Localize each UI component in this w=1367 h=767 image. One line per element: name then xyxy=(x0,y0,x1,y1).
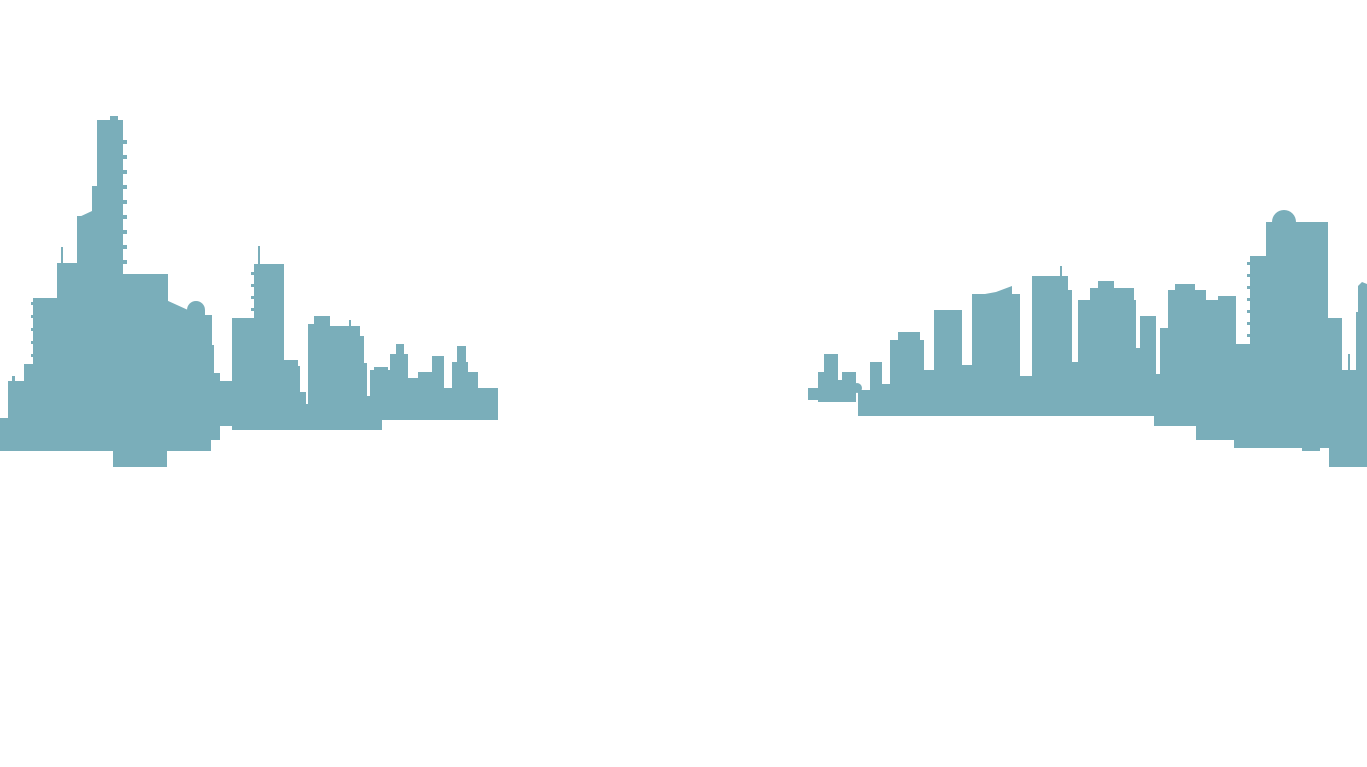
left-building-y xyxy=(452,362,468,406)
left-tower-notch-1 xyxy=(122,140,127,144)
right-y-notch-2 xyxy=(1247,274,1251,277)
left-building-c xyxy=(77,216,97,426)
right-y-notch-6 xyxy=(1247,322,1251,325)
right-building-j xyxy=(934,310,962,414)
left-building-v xyxy=(418,372,432,408)
left-low-block xyxy=(8,381,26,421)
left-low-block-2 xyxy=(12,376,15,382)
left-tower-notch-5 xyxy=(122,200,127,204)
right-building-o xyxy=(1066,290,1072,416)
right-building-s xyxy=(1140,316,1156,416)
left-building-z xyxy=(466,372,478,406)
right-building-l xyxy=(972,294,1020,416)
left-edge-block xyxy=(476,388,498,404)
left-building-t xyxy=(390,354,408,408)
left-tower-notch-2 xyxy=(122,155,127,159)
right-building-p xyxy=(1072,362,1080,416)
left-floor-notch-5 xyxy=(31,354,34,357)
left-building-b xyxy=(57,263,79,423)
left-j-notch-2 xyxy=(251,284,255,287)
right-building-n xyxy=(1032,276,1068,416)
right-edge-tower-roof xyxy=(1358,282,1367,314)
left-building-s-top xyxy=(374,367,388,371)
left-tower-notch-9 xyxy=(122,260,127,264)
left-j-notch-3 xyxy=(251,296,255,299)
right-building-l-roof xyxy=(974,286,1012,300)
left-dome xyxy=(187,301,205,319)
left-antenna-b xyxy=(61,247,63,264)
right-building-b xyxy=(824,354,838,402)
right-building-c xyxy=(836,380,844,402)
left-building-u xyxy=(406,378,420,406)
city-skyline-left xyxy=(0,116,498,467)
left-building-j xyxy=(254,264,284,430)
left-building-g xyxy=(208,373,220,440)
left-floor-notch-1 xyxy=(31,302,34,305)
right-y-notch-5 xyxy=(1247,310,1251,313)
left-antenna-j xyxy=(258,246,260,265)
right-building-u-top-2 xyxy=(1175,284,1195,292)
right-building-aa xyxy=(1340,370,1360,448)
left-tower-side xyxy=(92,186,100,226)
right-edge-tower xyxy=(1356,312,1367,467)
right-y-notch-8 xyxy=(1247,346,1251,349)
left-tower-notch-6 xyxy=(122,215,127,219)
left-building-n-top xyxy=(314,316,330,326)
right-building-r xyxy=(1134,348,1142,416)
right-building-v-top xyxy=(1218,296,1236,302)
left-building-s xyxy=(370,370,390,408)
left-building-q xyxy=(362,363,367,420)
left-building-x xyxy=(442,388,454,406)
right-ground xyxy=(858,398,1338,416)
right-y-notch-4 xyxy=(1247,298,1251,301)
right-building-d xyxy=(842,372,856,402)
left-j-notch-1 xyxy=(251,272,255,275)
city-skyline-right xyxy=(808,210,1367,467)
left-building-e xyxy=(166,300,205,440)
left-floor-notch-2 xyxy=(31,315,34,318)
right-base-block xyxy=(1329,440,1367,467)
left-building-t-top xyxy=(396,344,404,355)
right-ground-4 xyxy=(1234,436,1330,448)
left-building-n xyxy=(308,324,330,420)
left-building-a xyxy=(33,298,61,423)
right-y-notch-1 xyxy=(1247,262,1251,265)
left-building-l xyxy=(292,366,300,426)
right-antenna-aa xyxy=(1348,354,1350,372)
right-building-q-top-2 xyxy=(1098,281,1114,289)
left-tower-notch-8 xyxy=(122,245,127,249)
left-tower-top xyxy=(110,116,118,122)
left-building-c-roof xyxy=(77,211,92,230)
left-building-y-top xyxy=(457,346,466,363)
right-building-a xyxy=(818,372,828,402)
left-tower-notch-3 xyxy=(122,170,127,174)
left-building-h xyxy=(218,381,234,426)
left-building-d xyxy=(122,274,168,440)
left-floor-notch-3 xyxy=(31,328,34,331)
right-building-q-top xyxy=(1090,288,1134,301)
left-tower-notch-4 xyxy=(122,185,127,189)
left-antenna-o xyxy=(349,320,351,328)
right-building-q xyxy=(1078,300,1136,416)
left-floor-notch-4 xyxy=(31,341,34,344)
left-tallest-tower xyxy=(97,120,123,440)
left-building-w xyxy=(432,356,444,406)
left-building-p xyxy=(356,336,364,420)
left-j-notch-4 xyxy=(251,308,255,311)
left-tower-notch-7 xyxy=(122,230,127,234)
right-y-notch-3 xyxy=(1247,286,1251,289)
left-building-f-side xyxy=(210,345,214,375)
right-tower-dome xyxy=(1272,210,1296,234)
right-ground-2 xyxy=(1154,412,1354,426)
right-building-h-top xyxy=(898,332,920,341)
right-y-notch-7 xyxy=(1247,334,1251,337)
left-mid-ground-2 xyxy=(232,415,382,430)
left-base-block xyxy=(113,440,167,467)
right-antenna-n xyxy=(1060,266,1062,277)
